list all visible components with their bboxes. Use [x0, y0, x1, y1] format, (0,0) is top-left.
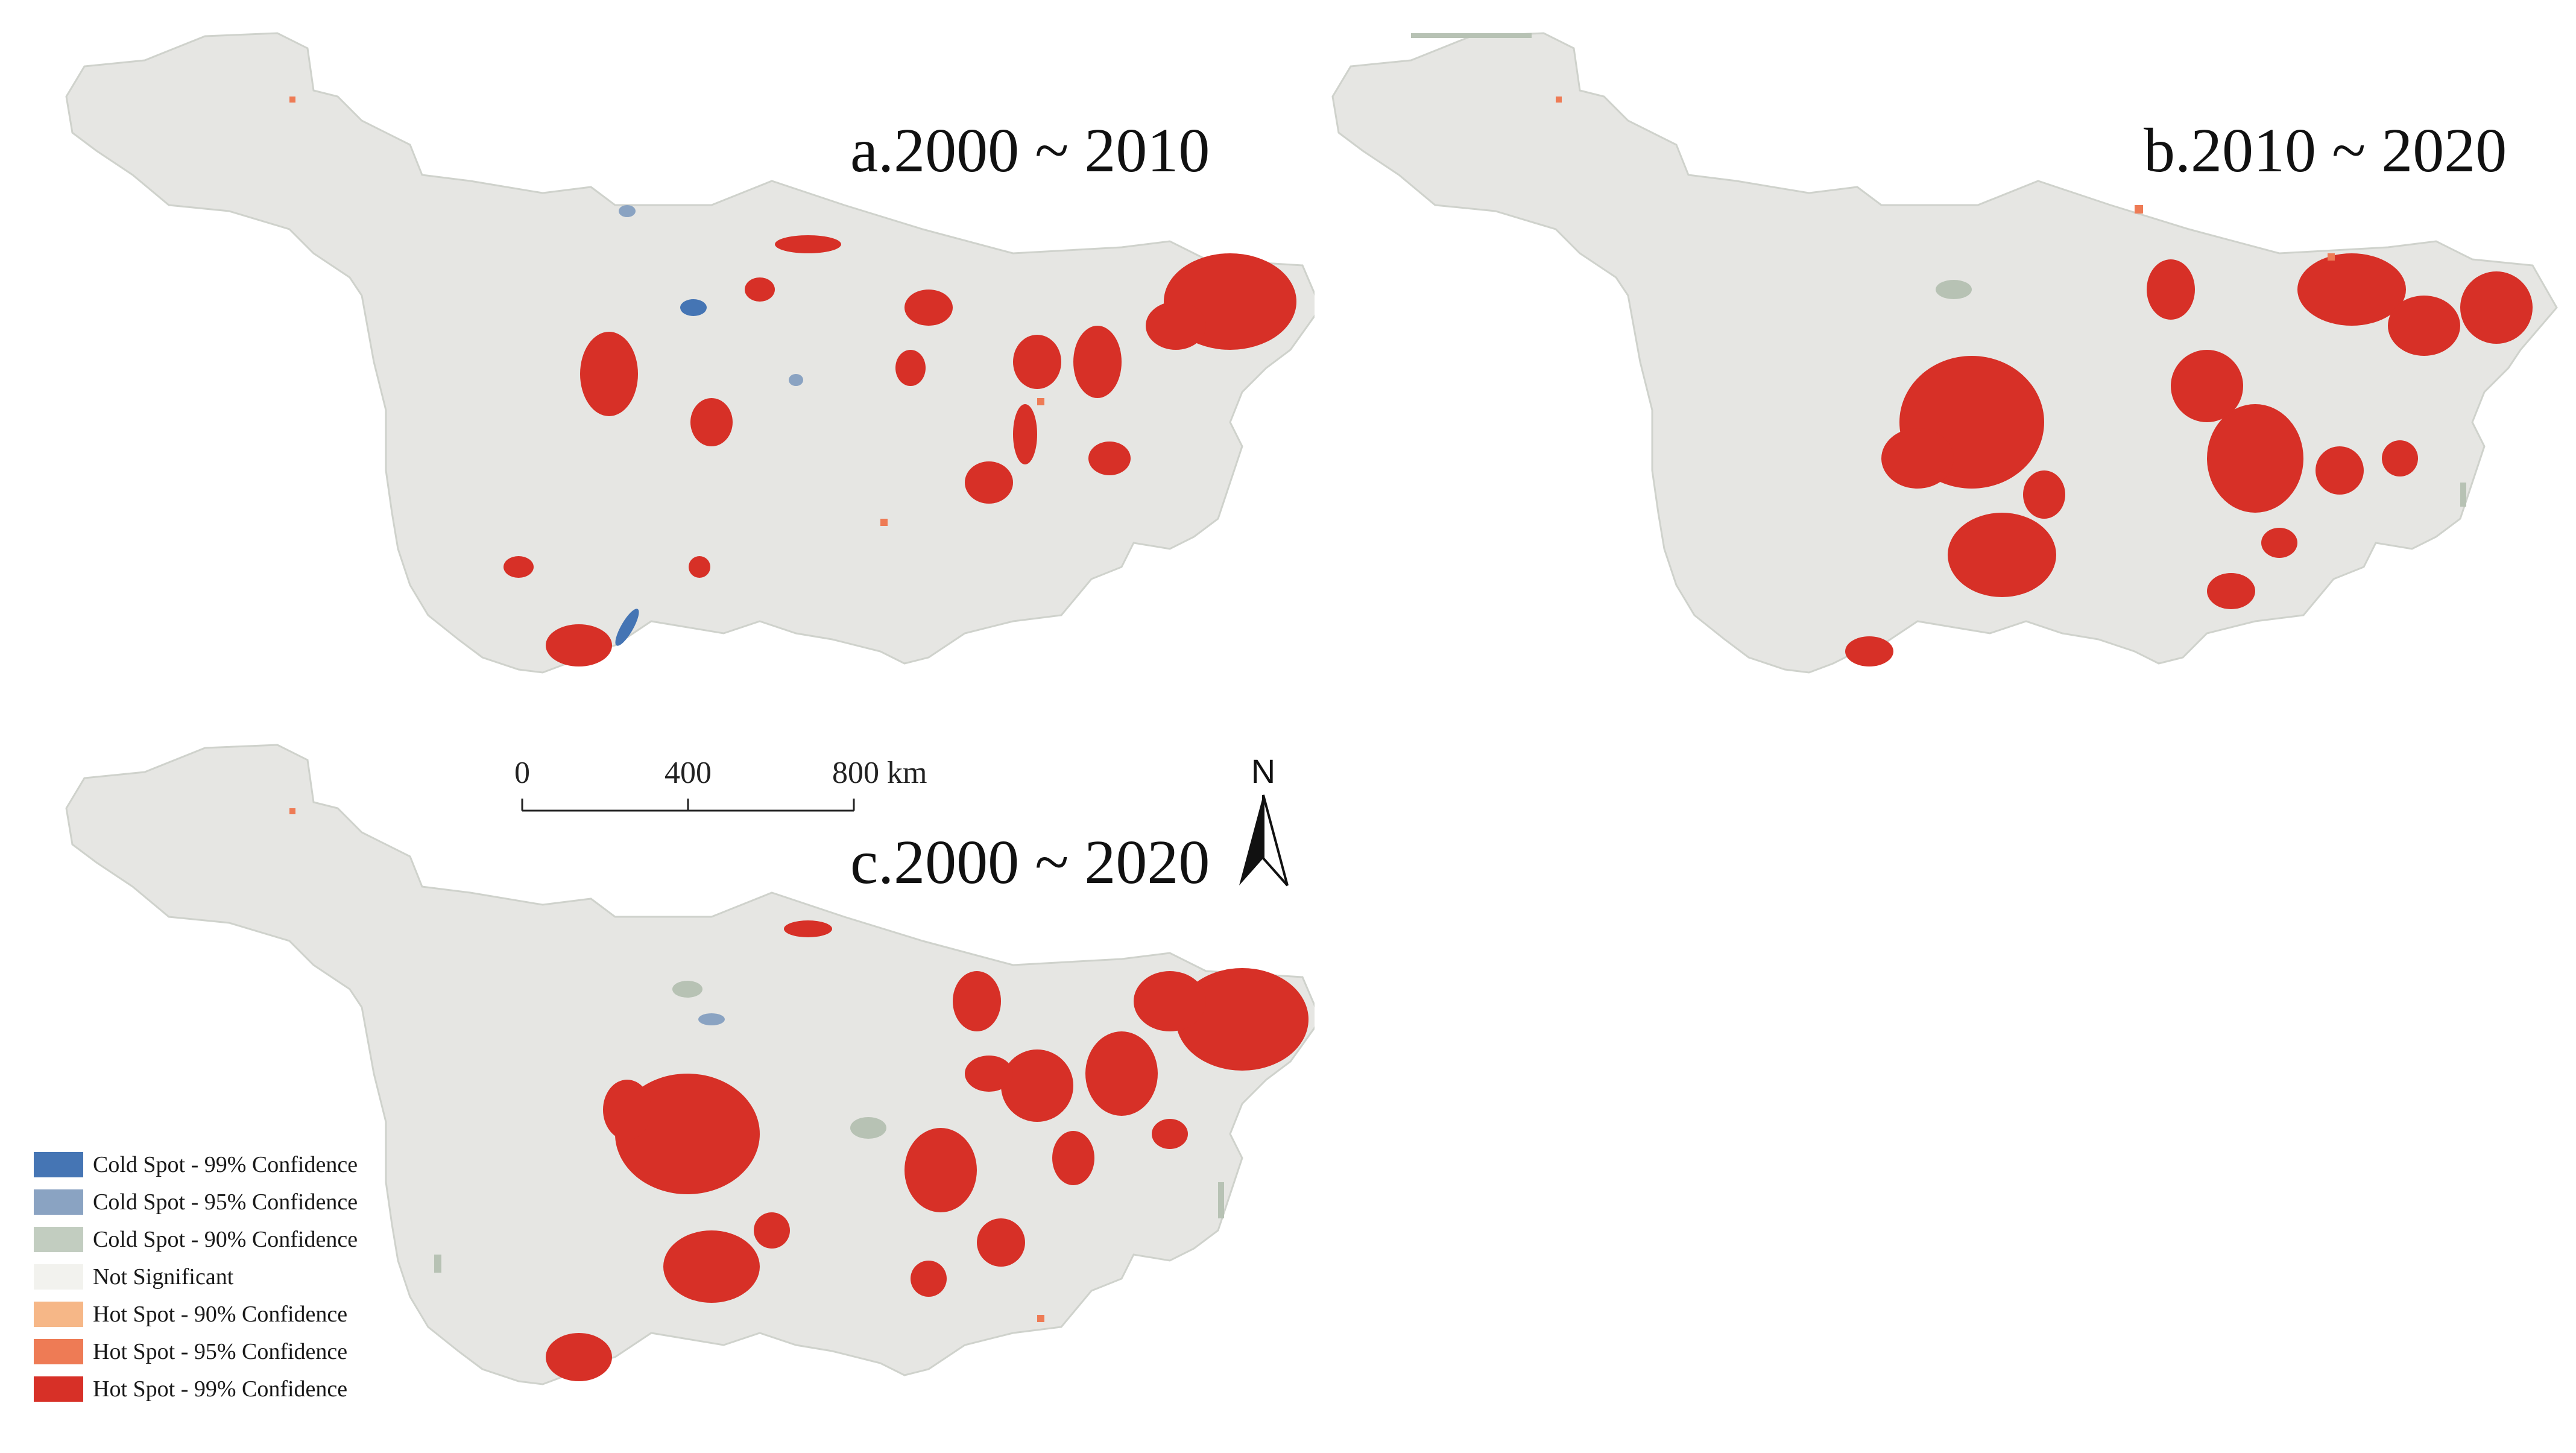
legend-label: Hot Spot - 99% Confidence — [93, 1376, 348, 1402]
legend-swatch — [34, 1302, 83, 1327]
map-panel-a: a.2000 ~ 2010 — [48, 24, 1315, 694]
hotspot-clusters — [1845, 253, 2533, 666]
scale-tick-0: 0 — [514, 756, 530, 790]
region-outline — [65, 32, 1315, 674]
map-svg-c — [65, 744, 1315, 1385]
legend-item: Hot Spot - 99% Confidence — [34, 1370, 358, 1408]
map-svg-a — [65, 32, 1315, 674]
legend-swatch — [34, 1227, 83, 1252]
hotspot-small — [289, 97, 1044, 526]
legend-label: Not Significant — [93, 1264, 234, 1290]
legend-item: Not Significant — [34, 1258, 358, 1296]
scale-tick-400: 400 — [665, 756, 712, 790]
legend-swatch — [34, 1189, 83, 1215]
legend-label: Cold Spot - 99% Confidence — [93, 1152, 358, 1177]
legend-item: Cold Spot - 90% Confidence — [34, 1221, 358, 1258]
map-panel-c: c.2000 ~ 2020 — [48, 736, 1315, 1405]
legend-label: Cold Spot - 95% Confidence — [93, 1189, 358, 1215]
panel-title-a: a.2000 ~ 2010 — [850, 116, 1210, 185]
legend-item: Cold Spot - 95% Confidence — [34, 1183, 358, 1221]
coldspot-clusters — [615, 299, 707, 646]
north-label: N — [1251, 753, 1275, 790]
scale-tick-800: 800 km — [832, 756, 927, 790]
legend-item: Cold Spot - 99% Confidence — [34, 1146, 358, 1183]
north-arrow: N — [1230, 752, 1296, 894]
legend-item: Hot Spot - 90% Confidence — [34, 1296, 358, 1333]
legend-label: Hot Spot - 95% Confidence — [93, 1339, 348, 1364]
map-panel-b: b.2010 ~ 2020 — [1315, 24, 2576, 694]
region-outline — [1331, 32, 2558, 674]
hotspot-clusters — [504, 235, 1296, 666]
north-arrow-icon — [1239, 794, 1289, 887]
panel-title-c: c.2000 ~ 2020 — [850, 828, 1210, 897]
legend-label: Cold Spot - 90% Confidence — [93, 1227, 358, 1252]
legend-swatch — [34, 1152, 83, 1177]
scale-bar-line — [521, 799, 855, 812]
legend-label: Hot Spot - 90% Confidence — [93, 1302, 348, 1327]
legend-swatch — [34, 1264, 83, 1290]
map-svg-b — [1331, 32, 2558, 674]
hotspot-clusters — [546, 920, 1309, 1381]
legend: Cold Spot - 99% Confidence Cold Spot - 9… — [34, 1146, 358, 1408]
legend-item: Hot Spot - 95% Confidence — [34, 1333, 358, 1370]
scale-bar: 0 400 800 km — [500, 748, 959, 823]
panel-title-b: b.2010 ~ 2020 — [2144, 116, 2507, 185]
legend-swatch — [34, 1339, 83, 1364]
legend-swatch — [34, 1376, 83, 1402]
